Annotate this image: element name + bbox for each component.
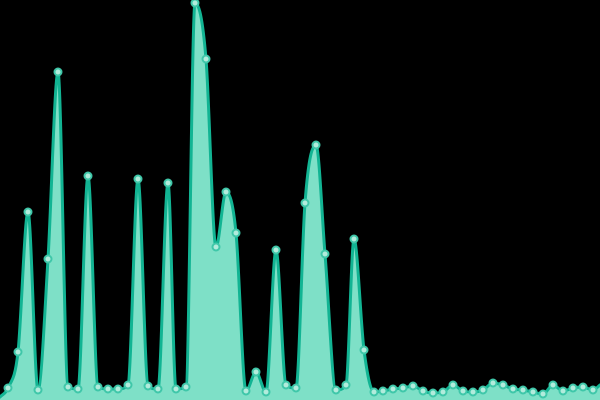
- data-point-marker: [291, 383, 301, 393]
- data-point-marker: [221, 187, 231, 197]
- area-fill: [0, 3, 600, 400]
- data-point-marker: [153, 384, 163, 394]
- data-point-marker: [241, 386, 251, 396]
- data-point-marker: [478, 385, 488, 395]
- data-point-marker: [518, 385, 528, 395]
- data-point-marker: [438, 387, 448, 397]
- data-point-marker: [369, 387, 379, 397]
- data-point-marker: [190, 0, 200, 8]
- data-point-marker: [83, 171, 93, 181]
- data-point-marker: [398, 383, 408, 393]
- data-point-marker: [300, 198, 310, 208]
- data-point-marker: [181, 382, 191, 392]
- data-point-marker: [508, 384, 518, 394]
- data-point-marker: [320, 249, 330, 259]
- data-point-marker: [578, 382, 588, 392]
- data-point-marker: [458, 386, 468, 396]
- data-point-marker: [528, 387, 538, 397]
- data-point-marker: [163, 178, 173, 188]
- data-point-marker: [281, 380, 291, 390]
- data-point-marker: [271, 245, 281, 255]
- data-point-marker: [378, 386, 388, 396]
- data-point-marker: [538, 389, 548, 399]
- data-point-marker: [498, 380, 508, 390]
- data-point-marker: [349, 234, 359, 244]
- data-point-marker: [558, 386, 568, 396]
- data-point-marker: [201, 54, 211, 64]
- data-point-marker: [13, 347, 23, 357]
- data-point-marker: [341, 380, 351, 390]
- data-point-marker: [588, 385, 598, 395]
- data-point-marker: [143, 381, 153, 391]
- data-point-marker: [331, 385, 341, 395]
- data-point-marker: [113, 384, 123, 394]
- data-point-marker: [3, 383, 13, 393]
- data-point-marker: [211, 242, 221, 252]
- data-point-marker: [408, 381, 418, 391]
- data-point-marker: [33, 385, 43, 395]
- data-point-marker: [93, 382, 103, 392]
- data-point-marker: [231, 228, 241, 238]
- data-point-marker: [53, 67, 63, 77]
- data-point-marker: [133, 174, 143, 184]
- data-point-marker: [428, 388, 438, 398]
- data-point-marker: [311, 140, 321, 150]
- data-point-marker: [468, 387, 478, 397]
- data-point-marker: [488, 378, 498, 388]
- data-point-marker: [418, 386, 428, 396]
- data-point-marker: [359, 345, 369, 355]
- data-point-marker: [251, 367, 261, 377]
- data-point-marker: [123, 380, 133, 390]
- data-point-marker: [63, 382, 73, 392]
- data-point-marker: [261, 387, 271, 397]
- data-point-marker: [548, 380, 558, 390]
- data-point-marker: [73, 384, 83, 394]
- data-point-marker: [23, 207, 33, 217]
- data-point-marker: [171, 384, 181, 394]
- data-point-marker: [568, 383, 578, 393]
- data-point-marker: [103, 384, 113, 394]
- data-point-marker: [43, 254, 53, 264]
- data-point-marker: [448, 380, 458, 390]
- data-point-marker: [388, 384, 398, 394]
